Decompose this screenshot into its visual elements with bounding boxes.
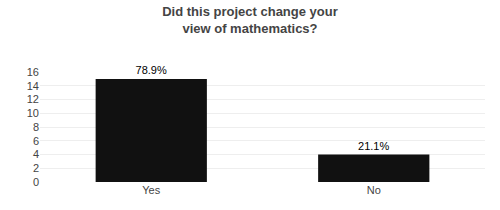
svg-text:4: 4 xyxy=(33,148,39,160)
svg-text:Yes: Yes xyxy=(142,184,160,196)
svg-text:10: 10 xyxy=(27,107,39,119)
svg-text:16: 16 xyxy=(27,66,39,78)
svg-text:6: 6 xyxy=(33,135,39,147)
svg-text:12: 12 xyxy=(27,93,39,105)
svg-text:21.1%: 21.1% xyxy=(358,140,389,152)
svg-text:2: 2 xyxy=(33,162,39,174)
svg-text:0: 0 xyxy=(33,176,39,188)
svg-text:8: 8 xyxy=(33,121,39,133)
svg-text:78.9%: 78.9% xyxy=(136,64,167,76)
svg-text:Did this project change yourvi: Did this project change yourview of math… xyxy=(162,4,338,36)
svg-text:14: 14 xyxy=(27,80,39,92)
svg-text:No: No xyxy=(367,184,381,196)
